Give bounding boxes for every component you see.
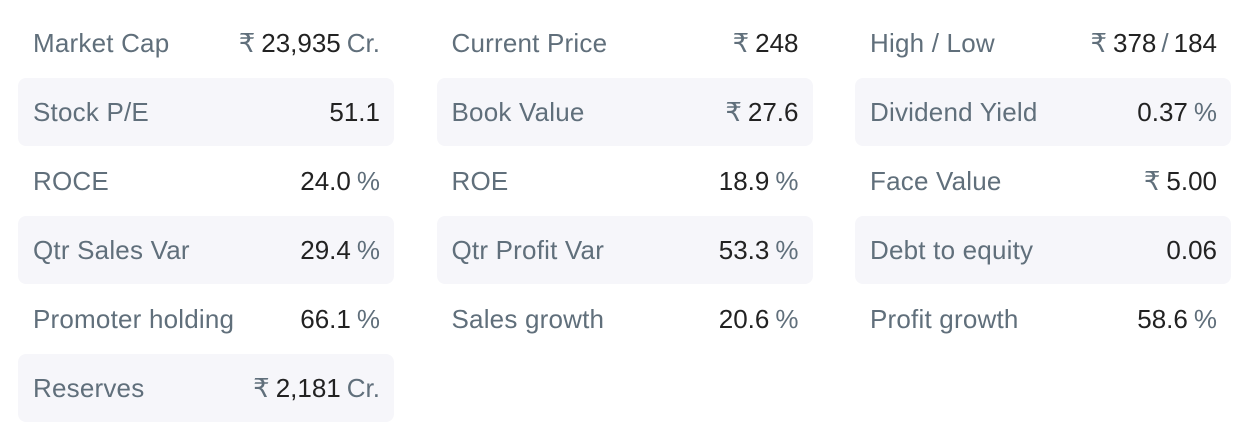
ratio-current-price: Current Price ₹248 [437, 9, 813, 77]
value-number: 0.06 [1166, 234, 1217, 265]
ratio-name: Market Cap [33, 27, 170, 58]
ratio-value: ₹2,181 Cr. [253, 373, 380, 404]
value-number: 5.00 [1166, 165, 1217, 196]
ratio-name: ROE [451, 165, 509, 196]
value-unit: % [356, 165, 380, 196]
ratio-name: Profit growth [870, 303, 1019, 334]
value-high: 378 [1112, 27, 1157, 58]
ratio-sales-growth: Sales growth 20.6% [437, 285, 813, 353]
value-unit: % [1193, 96, 1217, 127]
currency-symbol: ₹ [1090, 27, 1107, 58]
ratio-value: 18.9% [719, 166, 799, 197]
ratio-value: 0.06 [1166, 235, 1217, 266]
ratio-value: 20.6% [719, 304, 799, 335]
currency-symbol: ₹ [725, 96, 742, 127]
ratio-value: ₹23,935 Cr. [239, 28, 380, 59]
ratio-value: 0.37% [1137, 97, 1217, 128]
value-number: 20.6 [718, 303, 770, 334]
ratio-reserves: Reserves ₹2,181 Cr. [18, 354, 394, 422]
value-low: 184 [1173, 27, 1217, 58]
ratio-book-value: Book Value ₹27.6 [436, 78, 813, 146]
value-unit: Cr. [346, 27, 380, 58]
ratio-stock-pe: Stock P/E 51.1 [18, 78, 394, 146]
ratio-profit-growth: Profit growth 58.6% [855, 285, 1231, 353]
top-ratios-grid: Market Cap ₹23,935 Cr. Current Price ₹248… [18, 9, 1231, 423]
currency-symbol: ₹ [732, 27, 750, 58]
ratio-name: Face Value [870, 165, 1002, 196]
ratio-qtr-profit-var: Qtr Profit Var 53.3% [436, 216, 813, 284]
ratio-name: Current Price [451, 27, 608, 58]
ratio-value: 29.4% [300, 235, 380, 266]
value-number: 23,935 [261, 27, 341, 58]
ratio-value: 53.3% [719, 235, 799, 266]
value-number: 24.0 [300, 165, 351, 196]
currency-symbol: ₹ [238, 27, 256, 58]
ratio-name: Sales growth [451, 303, 605, 334]
value-unit: % [775, 303, 799, 334]
ratio-face-value: Face Value ₹5.00 [855, 147, 1231, 215]
ratio-name: Dividend Yield [870, 96, 1038, 127]
value-number: 248 [755, 27, 799, 58]
ratio-name: Qtr Sales Var [33, 234, 190, 265]
value-unit: % [775, 234, 799, 265]
value-number: 2,181 [275, 372, 341, 403]
ratio-value: 58.6% [1137, 304, 1217, 335]
value-unit: % [1193, 303, 1217, 334]
currency-symbol: ₹ [253, 372, 270, 403]
ratio-market-cap: Market Cap ₹23,935 Cr. [18, 9, 394, 77]
ratio-name: ROCE [33, 165, 109, 196]
ratio-name: Reserves [33, 372, 145, 403]
ratio-name: High / Low [870, 27, 995, 58]
ratio-roce: ROCE 24.0% [18, 147, 394, 215]
ratio-value: 24.0% [300, 166, 380, 197]
value-number: 18.9 [718, 165, 770, 196]
value-number: 0.37 [1137, 96, 1188, 127]
value-unit: % [356, 303, 380, 334]
value-separator: / [1161, 27, 1169, 58]
value-unit: Cr. [346, 372, 380, 403]
ratio-name: Promoter holding [33, 303, 235, 334]
ratio-roe: ROE 18.9% [437, 147, 813, 215]
ratio-name: Book Value [451, 96, 585, 127]
ratio-value: ₹378/184 [1090, 28, 1217, 59]
value-number: 53.3 [718, 234, 770, 265]
value-number: 66.1 [300, 303, 351, 334]
value-number: 51.1 [329, 96, 380, 127]
ratio-value: 66.1% [300, 304, 380, 335]
ratio-value: 51.1 [329, 97, 380, 128]
ratio-qtr-sales-var: Qtr Sales Var 29.4% [18, 216, 394, 284]
ratio-promoter-holding: Promoter holding 66.1% [18, 285, 394, 353]
ratio-high-low: High / Low ₹378/184 [855, 9, 1231, 77]
value-unit: % [775, 165, 799, 196]
value-number: 58.6 [1137, 303, 1188, 334]
ratio-value: ₹248 [733, 28, 799, 59]
ratio-name: Debt to equity [870, 234, 1034, 265]
value-number: 27.6 [747, 96, 799, 127]
ratio-name: Qtr Profit Var [451, 234, 605, 265]
ratio-value: ₹27.6 [725, 97, 798, 128]
value-unit: % [356, 234, 380, 265]
ratio-name: Stock P/E [33, 96, 149, 127]
value-number: 29.4 [300, 234, 351, 265]
ratio-value: ₹5.00 [1144, 166, 1217, 197]
ratio-dividend-yield: Dividend Yield 0.37% [855, 78, 1231, 146]
ratio-debt-to-equity: Debt to equity 0.06 [855, 216, 1231, 284]
currency-symbol: ₹ [1143, 165, 1161, 196]
